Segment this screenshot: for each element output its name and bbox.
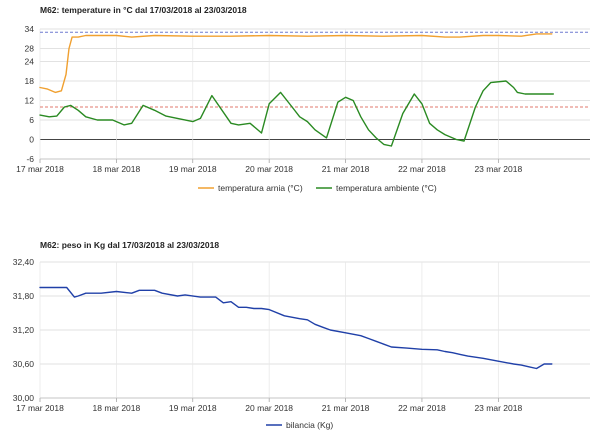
series-line-0 [39,33,553,94]
series-line-0 [39,286,553,370]
x-tick-label: 18 mar 2018 [93,164,141,174]
y-tick-label: 24 [25,57,35,67]
temperature-plot-area: 34 28 24 18 12 6 0 -617 mar 2018 18 mar 2018 19 m… [16,24,590,174]
legend-label-bilancia: bilancia (Kg) [286,420,333,430]
y-tick-label: -6 [26,154,34,164]
x-tick-label: 19 mar 2018 [169,164,217,174]
x-tick-label: 17 mar 2018 [16,403,64,413]
x-tick-label: 22 mar 2018 [398,164,446,174]
x-tick-label: 22 mar 2018 [398,403,446,413]
x-tick-label: 23 mar 2018 [474,403,522,413]
y-tick-label: 18 [25,76,35,86]
temperature-chart-title: M62: temperature in °C dal 17/03/2018 al… [40,5,247,15]
y-tick-label: 6 [29,115,34,125]
weight-chart-title: M62: peso in Kg dal 17/03/2018 al 23/03/… [40,240,219,250]
x-tick-label: 23 mar 2018 [474,164,522,174]
series-line-1 [39,80,554,147]
legend-label-ambiente: temperatura ambiente (°C) [336,183,437,193]
x-tick-label: 20 mar 2018 [245,403,293,413]
y-tick-label: 12 [25,96,35,106]
y-tick-label: 31,80 [13,291,35,301]
y-tick-label: 28 [25,44,35,54]
y-tick-label: 34 [25,24,35,34]
legend-label-arnia: temperatura arnia (°C) [218,183,303,193]
y-tick-label: 30,00 [13,393,35,403]
y-tick-label: 0 [29,135,34,145]
x-tick-label: 21 mar 2018 [322,403,370,413]
y-tick-label: 32,40 [13,257,35,267]
y-tick-label: 31,20 [13,325,35,335]
x-tick-label: 19 mar 2018 [169,403,217,413]
x-tick-label: 17 mar 2018 [16,164,64,174]
x-tick-label: 20 mar 2018 [245,164,293,174]
temperature-legend: temperatura arnia (°C) temperatura ambie… [198,183,437,193]
x-tick-label: 21 mar 2018 [322,164,370,174]
weight-legend: bilancia (Kg) [266,420,333,430]
x-tick-label: 18 mar 2018 [93,403,141,413]
y-tick-label: 30,60 [13,359,35,369]
